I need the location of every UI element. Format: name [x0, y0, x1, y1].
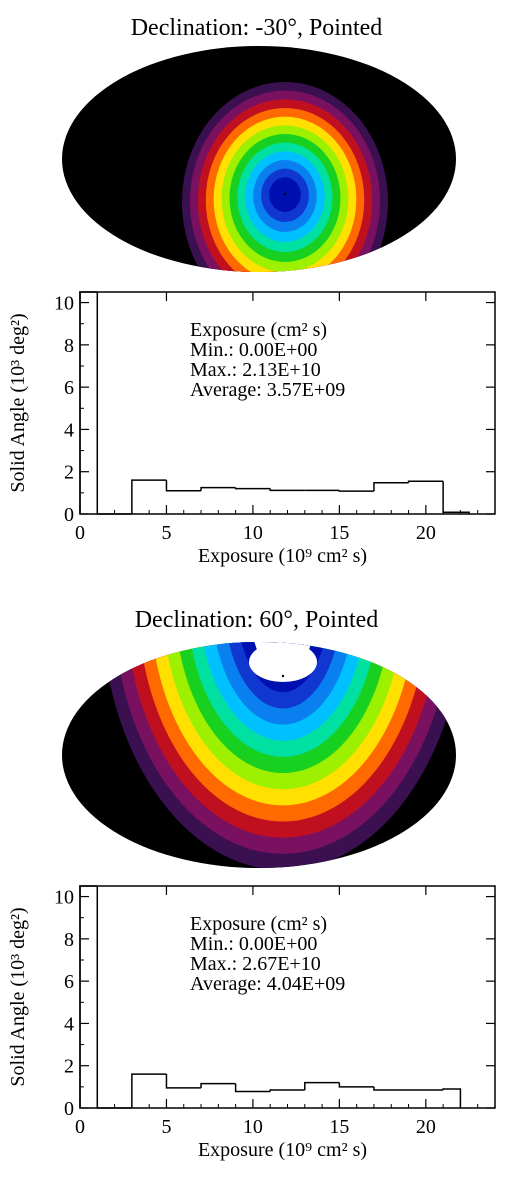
annotation-line: Average: 3.57E+09 — [190, 379, 345, 401]
y-tick-label: 6 — [64, 971, 74, 993]
annotation-line: Exposure (cm² s) — [190, 319, 327, 341]
histogram-bin — [131, 479, 167, 514]
histogram-bin — [234, 487, 271, 490]
histogram-bin — [269, 1089, 305, 1092]
all-sky-exposure-map — [62, 642, 456, 868]
x-tick-label: 10 — [243, 522, 263, 544]
y-tick-label: 8 — [64, 335, 74, 357]
histogram-bin — [96, 886, 132, 1109]
x-tick-label: 5 — [161, 1116, 171, 1138]
histogram-bin — [338, 490, 374, 492]
y-axis-label: Solid Angle (10³ deg²) — [7, 907, 29, 1086]
y-tick-label: 0 — [64, 504, 74, 526]
histogram-bin — [304, 1081, 340, 1091]
histogram-bin — [373, 481, 409, 492]
exposure-contours — [182, 82, 388, 272]
histogram-bin — [442, 1088, 462, 1108]
histogram-bin — [234, 1083, 271, 1093]
histogram-bin — [442, 481, 470, 514]
histogram-bin — [79, 291, 98, 514]
x-axis-label: Exposure (10⁹ cm² s) — [198, 545, 367, 567]
y-tick-label: 8 — [64, 929, 74, 951]
histogram-bin — [373, 1086, 409, 1091]
x-tick-label: 5 — [161, 522, 171, 544]
x-tick-label: 0 — [75, 522, 85, 544]
all-sky-exposure-map — [62, 46, 456, 272]
histogram-bin — [269, 488, 305, 492]
y-tick-label: 2 — [64, 462, 74, 484]
y-tick-label: 4 — [64, 419, 74, 441]
histogram-bin — [79, 885, 98, 1108]
annotation-line: Min.: 0.00E+00 — [190, 339, 317, 361]
pointing-marker — [281, 674, 285, 678]
y-tick-label: 10 — [54, 293, 74, 315]
histogram-bin — [407, 480, 444, 483]
pointing-marker — [283, 192, 287, 196]
contour-level — [249, 642, 317, 682]
y-tick-label: 6 — [64, 377, 74, 399]
annotation-line: Max.: 2.67E+10 — [190, 953, 321, 975]
y-tick-label: 0 — [64, 1098, 74, 1120]
histogram-bin — [200, 486, 236, 491]
x-tick-label: 15 — [329, 522, 349, 544]
y-axis-label: Solid Angle (10³ deg²) — [7, 313, 29, 492]
map-title: Declination: 60°, Pointed — [134, 607, 379, 633]
annotation-line: Average: 4.04E+09 — [190, 973, 345, 995]
x-tick-label: 15 — [329, 1116, 349, 1138]
histogram-bin — [165, 480, 202, 492]
annotation-line: Exposure (cm² s) — [190, 913, 327, 935]
map-title: Declination: -30°, Pointed — [130, 15, 383, 41]
histogram-bin — [200, 1082, 236, 1088]
x-tick-label: 10 — [243, 1116, 263, 1138]
exposure-contours — [101, 642, 456, 868]
y-tick-label: 4 — [64, 1013, 74, 1035]
y-tick-label: 2 — [64, 1056, 74, 1078]
x-tick-label: 0 — [75, 1116, 85, 1138]
x-axis-label: Exposure (10⁹ cm² s) — [198, 1139, 367, 1161]
histogram-bin — [338, 1082, 374, 1088]
annotation-line: Min.: 0.00E+00 — [190, 933, 317, 955]
x-tick-label: 20 — [416, 522, 436, 544]
x-tick-label: 20 — [416, 1116, 436, 1138]
histogram-bin — [131, 1073, 167, 1108]
histogram-bin — [96, 292, 132, 515]
histogram-bin — [165, 1074, 202, 1089]
y-tick-label: 10 — [54, 887, 74, 909]
annotation-line: Max.: 2.13E+10 — [190, 359, 321, 381]
